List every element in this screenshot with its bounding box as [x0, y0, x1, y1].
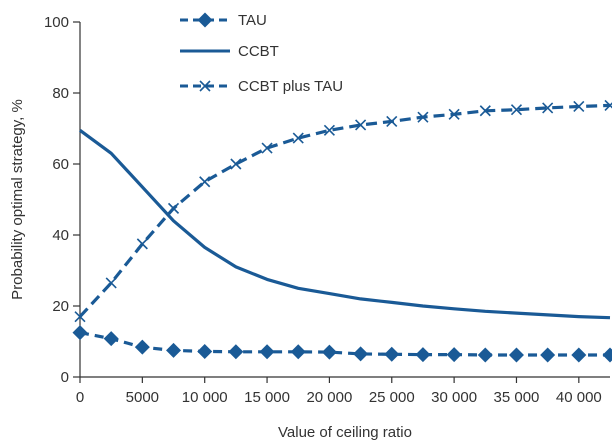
data-point-tau	[72, 325, 88, 341]
data-point-tau	[134, 339, 150, 355]
y-tick-label: 0	[61, 369, 69, 386]
legend-item-ccbt: CCBT	[180, 43, 279, 60]
series-ccbt-plus-tau	[74, 99, 612, 323]
data-point-tau	[353, 346, 369, 362]
y-tick-label: 60	[52, 156, 69, 173]
data-point-ccbt-plus-tau	[323, 124, 335, 136]
data-point-ccbt-plus-tau	[74, 311, 86, 323]
data-point-ccbt-plus-tau	[604, 99, 612, 111]
x-tick-label: 15 000	[244, 389, 290, 406]
data-point-tau	[166, 342, 182, 358]
data-point-ccbt-plus-tau	[230, 158, 242, 170]
data-point-ccbt-plus-tau	[448, 108, 460, 120]
y-tick-label: 80	[52, 85, 69, 102]
y-tick-label: 100	[44, 14, 69, 31]
data-point-ccbt-plus-tau	[479, 105, 491, 117]
data-point-ccbt-plus-tau	[136, 238, 148, 250]
data-point-tau	[477, 347, 493, 363]
data-point-ccbt-plus-tau	[167, 202, 180, 214]
data-point-ccbt-plus-tau	[355, 119, 367, 131]
data-point-ccbt-plus-tau	[199, 176, 211, 188]
legend-item-tau: TAU	[180, 12, 267, 29]
data-point-tau	[540, 347, 556, 363]
legend-marker	[199, 80, 211, 92]
data-point-tau	[197, 343, 213, 359]
x-tick-label: 5000	[126, 389, 159, 406]
data-point-ccbt-plus-tau	[417, 111, 429, 123]
data-point-ccbt-plus-tau	[292, 132, 304, 144]
data-point-ccbt-plus-tau	[510, 104, 523, 116]
data-point-ccbt-plus-tau	[542, 102, 554, 114]
series-layer	[72, 99, 612, 363]
series-line-tau	[79, 331, 610, 357]
x-tick-label: 10 000	[182, 389, 228, 406]
series-tau	[72, 325, 612, 363]
data-point-ccbt-plus-tau	[386, 115, 398, 127]
data-point-tau	[602, 347, 612, 363]
data-point-tau	[571, 347, 587, 363]
data-point-tau	[321, 344, 337, 360]
legend-item-ccbt-plus-tau: CCBT plus TAU	[180, 78, 343, 95]
legend-label: TAU	[238, 12, 267, 29]
x-tick-label: 30 000	[431, 389, 477, 406]
data-point-ccbt-plus-tau	[261, 142, 273, 154]
data-point-ccbt-plus-tau	[105, 277, 117, 289]
legend-label: CCBT plus TAU	[238, 78, 343, 95]
x-tick-label: 20 000	[306, 389, 352, 406]
data-point-tau	[415, 347, 431, 363]
y-axis-title: Probability optimal strategy, %	[9, 99, 26, 300]
series-line-ccbt	[79, 129, 611, 320]
y-tick-label: 20	[52, 298, 69, 315]
data-point-tau	[228, 344, 244, 360]
data-point-tau	[103, 331, 119, 347]
data-point-tau	[508, 347, 524, 363]
x-tick-label: 35 000	[494, 389, 540, 406]
data-point-tau	[446, 347, 462, 363]
series-ccbt	[79, 129, 611, 320]
ticks: 0 20 40 60 80 100 0 5000 10 000 15 000 20 000 25 00…	[44, 14, 602, 406]
data-point-tau	[384, 346, 400, 362]
x-axis-title: Value of ceiling ratio	[278, 424, 412, 441]
data-point-tau	[290, 344, 306, 360]
x-tick-label: 25 000	[369, 389, 415, 406]
data-point-tau	[259, 344, 275, 360]
series-line-ccbt-plus-tau	[78, 103, 611, 318]
legend-label: CCBT	[238, 43, 279, 60]
legend-marker	[197, 12, 213, 28]
axes	[79, 22, 610, 378]
data-point-ccbt-plus-tau	[573, 100, 585, 113]
legend: TAU CCBT CCBT plus TAU	[180, 12, 343, 95]
x-tick-label: 0	[76, 389, 84, 406]
x-tick-label: 40 000	[556, 389, 602, 406]
y-tick-label: 40	[52, 227, 69, 244]
